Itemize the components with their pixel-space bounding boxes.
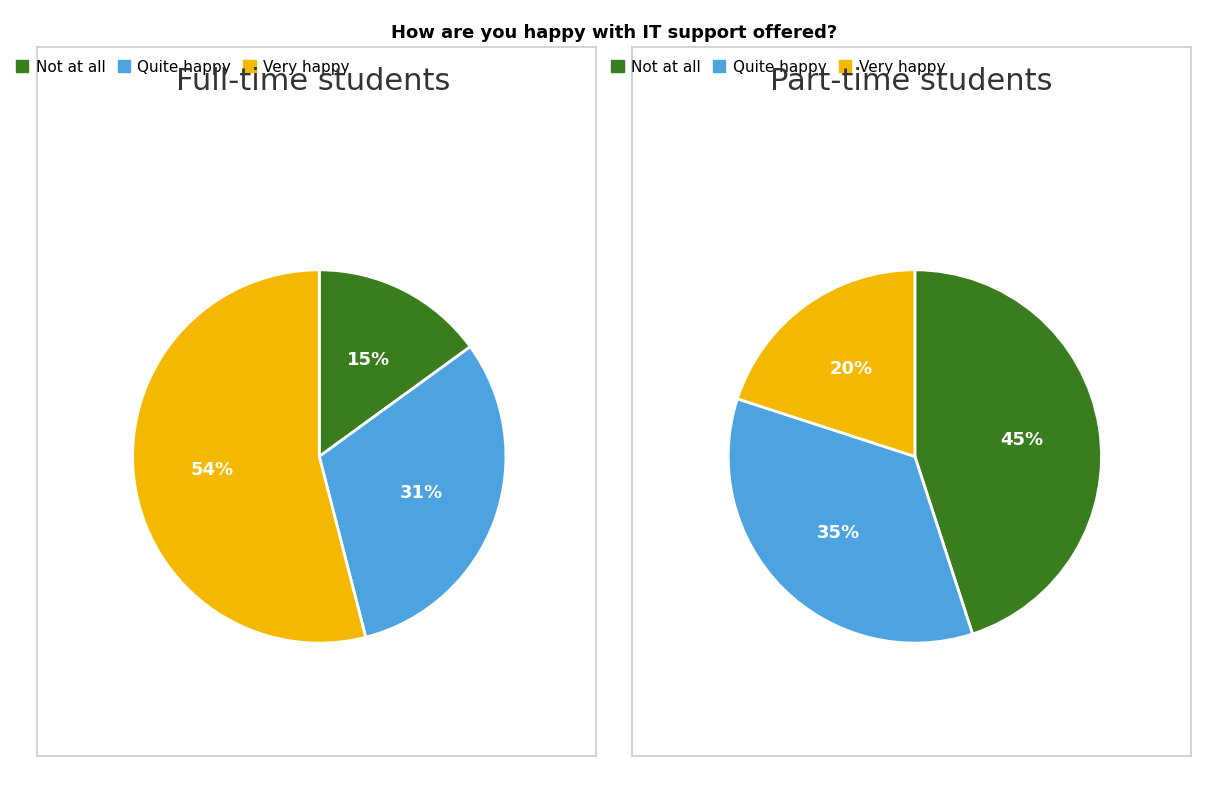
Wedge shape bbox=[133, 270, 366, 643]
Text: 54%: 54% bbox=[190, 461, 233, 479]
Text: 45%: 45% bbox=[1001, 430, 1044, 449]
Text: How are you happy with IT support offered?: How are you happy with IT support offere… bbox=[391, 24, 837, 42]
Text: 31%: 31% bbox=[399, 484, 443, 502]
Legend: Not at all, Quite happy, Very happy: Not at all, Quite happy, Very happy bbox=[605, 54, 952, 81]
Text: Part-time students: Part-time students bbox=[770, 67, 1052, 96]
Text: Full-time students: Full-time students bbox=[176, 67, 451, 96]
Text: 20%: 20% bbox=[830, 360, 873, 378]
Wedge shape bbox=[915, 270, 1102, 634]
Wedge shape bbox=[728, 399, 973, 643]
Text: 15%: 15% bbox=[346, 351, 391, 369]
Wedge shape bbox=[737, 270, 915, 456]
Legend: Not at all, Quite happy, Very happy: Not at all, Quite happy, Very happy bbox=[10, 54, 356, 81]
Text: 35%: 35% bbox=[817, 524, 860, 542]
Wedge shape bbox=[319, 270, 470, 456]
Wedge shape bbox=[319, 347, 506, 637]
